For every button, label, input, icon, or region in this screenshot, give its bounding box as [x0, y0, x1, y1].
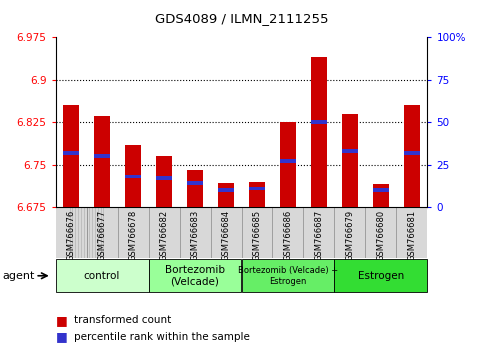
Text: GSM766682: GSM766682 [159, 210, 169, 261]
Text: transformed count: transformed count [74, 315, 171, 325]
Text: control: control [84, 271, 120, 281]
Bar [56, 259, 149, 292]
Bar [342, 114, 358, 207]
Bar [125, 145, 141, 207]
Text: GSM766686: GSM766686 [284, 210, 293, 261]
Bar [373, 184, 389, 207]
Text: GSM766685: GSM766685 [253, 210, 261, 261]
Bar [334, 259, 427, 292]
Text: Estrogen: Estrogen [358, 271, 404, 281]
Bar [187, 182, 203, 185]
Bar [280, 159, 296, 163]
Text: Bortezomib (Velcade) +
Estrogen: Bortezomib (Velcade) + Estrogen [238, 266, 338, 286]
Bar [404, 105, 420, 207]
Bar [249, 182, 265, 207]
Bar [342, 149, 358, 153]
Text: GSM766687: GSM766687 [314, 210, 324, 261]
Bar [218, 188, 234, 192]
Text: ■: ■ [56, 314, 67, 327]
Text: Bortezomib
(Velcade): Bortezomib (Velcade) [165, 264, 225, 287]
Bar [63, 151, 79, 155]
Text: GSM766683: GSM766683 [190, 210, 199, 261]
Text: GSM766684: GSM766684 [222, 210, 230, 261]
Bar [187, 170, 203, 207]
Bar [125, 175, 141, 178]
Text: percentile rank within the sample: percentile rank within the sample [74, 332, 250, 342]
Text: GSM766678: GSM766678 [128, 210, 138, 261]
Text: ■: ■ [56, 331, 67, 343]
Bar [156, 176, 172, 180]
Text: GSM766676: GSM766676 [67, 210, 75, 261]
Bar [94, 116, 110, 207]
Bar [311, 120, 327, 124]
Bar [218, 183, 234, 207]
Bar [242, 259, 334, 292]
Bar [373, 188, 389, 192]
Bar [249, 187, 265, 190]
Bar [156, 156, 172, 207]
Text: GSM766679: GSM766679 [345, 210, 355, 261]
Text: GSM766681: GSM766681 [408, 210, 416, 261]
Text: GSM766680: GSM766680 [376, 210, 385, 261]
Text: agent: agent [2, 271, 35, 281]
Text: GDS4089 / ILMN_2111255: GDS4089 / ILMN_2111255 [155, 12, 328, 25]
Bar [94, 154, 110, 158]
Bar [63, 105, 79, 207]
Bar [280, 122, 296, 207]
Text: GSM766677: GSM766677 [98, 210, 107, 261]
Bar [311, 57, 327, 207]
Bar [404, 151, 420, 155]
Bar [149, 259, 242, 292]
